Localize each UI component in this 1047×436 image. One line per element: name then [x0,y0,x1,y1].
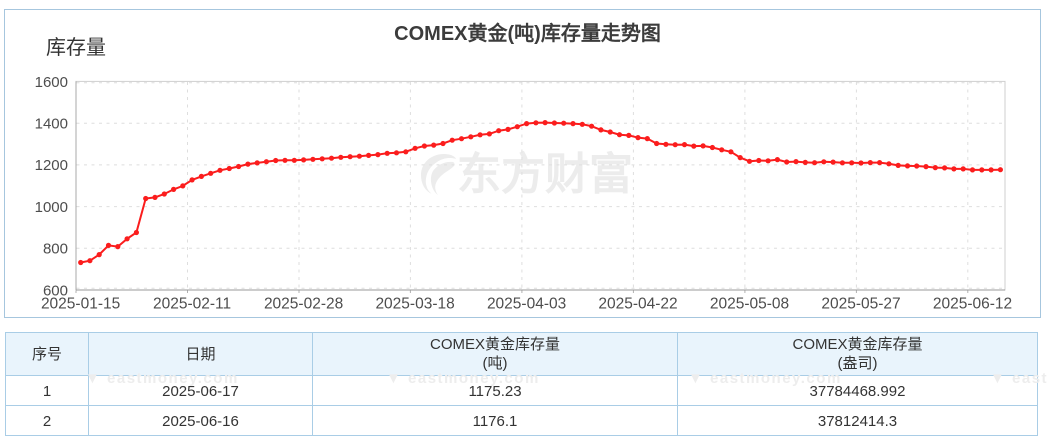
svg-text:1600: 1600 [35,74,68,91]
svg-text:2025-06-12: 2025-06-12 [933,296,1012,313]
svg-text:600: 600 [43,282,68,299]
svg-text:800: 800 [43,241,68,258]
svg-text:2025-01-15: 2025-01-15 [41,296,120,313]
svg-text:2025-02-11: 2025-02-11 [153,296,231,313]
svg-text:2025-04-03: 2025-04-03 [487,296,566,313]
svg-text:2025-02-28: 2025-02-28 [264,296,343,313]
svg-text:2025-03-18: 2025-03-18 [375,296,454,313]
svg-text:2025-05-08: 2025-05-08 [710,296,789,313]
svg-text:2025-04-22: 2025-04-22 [598,296,677,313]
svg-text:1000: 1000 [35,199,68,216]
svg-text:2025-05-27: 2025-05-27 [821,296,900,313]
svg-text:1400: 1400 [35,116,68,133]
svg-text:1200: 1200 [35,157,68,174]
